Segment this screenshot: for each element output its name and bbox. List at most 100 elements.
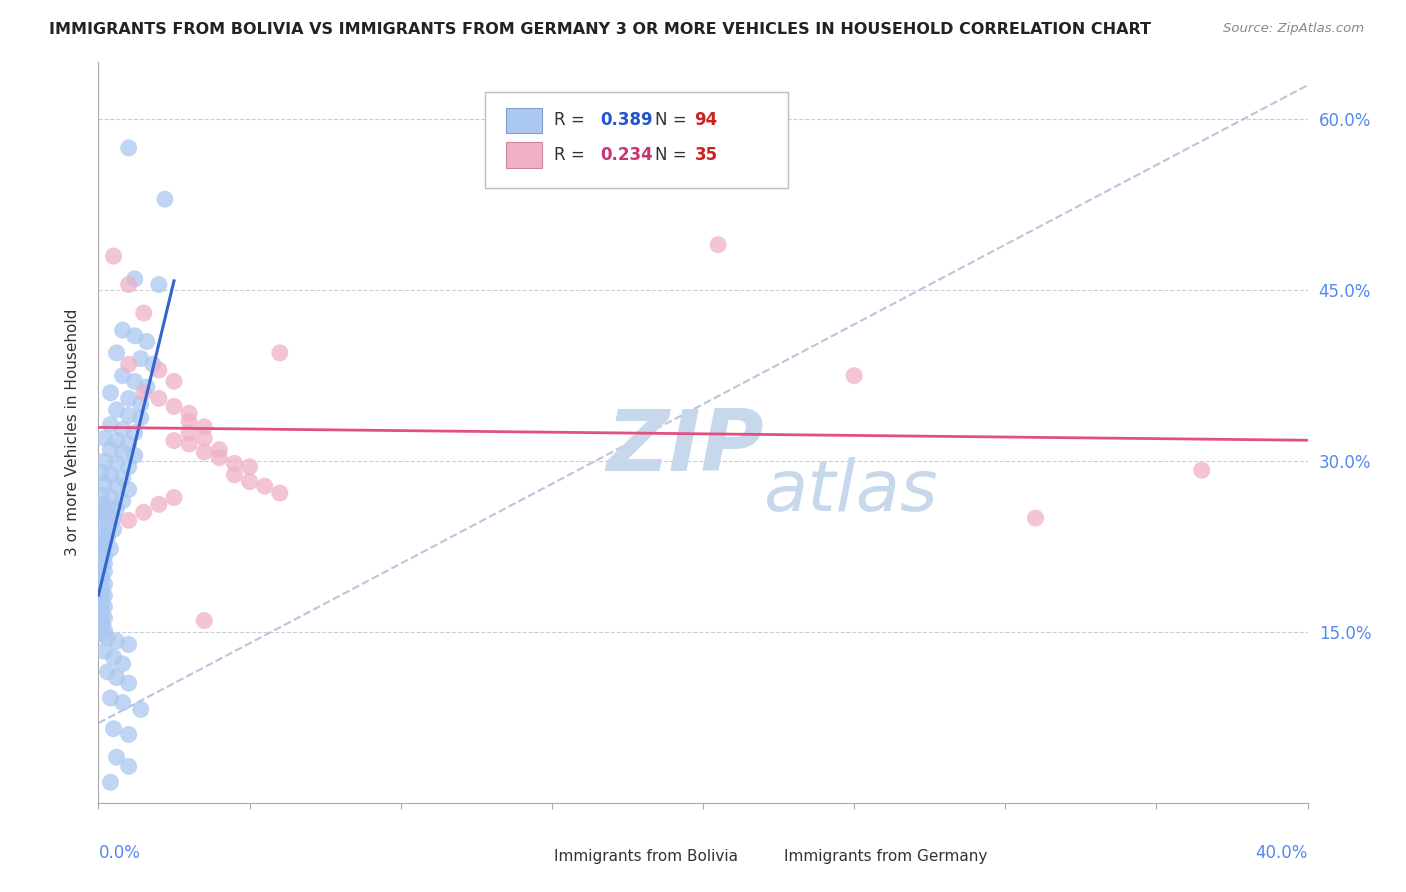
Point bbox=[93, 431, 115, 445]
Point bbox=[118, 437, 141, 451]
Point bbox=[118, 759, 141, 773]
Point bbox=[90, 488, 112, 502]
Point bbox=[253, 479, 276, 493]
Point bbox=[129, 702, 152, 716]
Point bbox=[100, 775, 122, 789]
Point bbox=[96, 508, 118, 523]
Point bbox=[100, 417, 122, 432]
Point bbox=[111, 368, 134, 383]
Bar bbox=[506, 143, 543, 168]
Point bbox=[163, 375, 186, 389]
Point bbox=[118, 459, 141, 474]
Point bbox=[153, 192, 176, 206]
Point bbox=[93, 577, 115, 591]
Point bbox=[100, 541, 122, 556]
Point bbox=[129, 351, 152, 366]
Point bbox=[148, 392, 170, 406]
FancyBboxPatch shape bbox=[485, 92, 787, 188]
Point bbox=[208, 450, 231, 465]
Point bbox=[118, 357, 141, 371]
Point bbox=[111, 471, 134, 485]
Point bbox=[124, 272, 146, 286]
Point bbox=[103, 722, 125, 736]
Point bbox=[105, 402, 128, 417]
Text: 0.234: 0.234 bbox=[600, 146, 652, 164]
Point bbox=[90, 561, 112, 575]
Point bbox=[111, 323, 134, 337]
Text: 0.0%: 0.0% bbox=[98, 844, 141, 862]
Point bbox=[105, 479, 128, 493]
Text: N =: N = bbox=[655, 146, 692, 164]
Point bbox=[105, 634, 128, 648]
Point bbox=[90, 627, 112, 641]
Text: 94: 94 bbox=[695, 112, 718, 129]
Point bbox=[118, 676, 141, 690]
Point bbox=[96, 631, 118, 645]
Point bbox=[118, 277, 141, 292]
Point bbox=[90, 466, 112, 480]
Text: atlas: atlas bbox=[763, 458, 938, 526]
Point bbox=[1191, 463, 1213, 477]
Point bbox=[179, 414, 201, 428]
Point bbox=[90, 615, 112, 629]
Point bbox=[124, 449, 146, 463]
Text: 35: 35 bbox=[695, 146, 717, 164]
Point bbox=[96, 519, 118, 533]
Point bbox=[90, 516, 112, 530]
Point bbox=[239, 475, 262, 489]
Point bbox=[148, 497, 170, 511]
Point bbox=[100, 385, 122, 400]
Text: 40.0%: 40.0% bbox=[1256, 844, 1308, 862]
Text: R =: R = bbox=[554, 112, 591, 129]
Point bbox=[105, 346, 128, 360]
Point bbox=[111, 445, 134, 459]
Point bbox=[93, 454, 115, 468]
Point bbox=[93, 549, 115, 564]
Point bbox=[224, 467, 246, 482]
Point bbox=[129, 410, 152, 425]
Point bbox=[93, 557, 115, 571]
Point bbox=[142, 357, 165, 371]
Point bbox=[96, 530, 118, 544]
Point bbox=[844, 368, 866, 383]
Point bbox=[105, 434, 128, 448]
Point bbox=[193, 431, 215, 445]
Text: Immigrants from Germany: Immigrants from Germany bbox=[785, 849, 987, 864]
Point bbox=[148, 363, 170, 377]
Text: R =: R = bbox=[554, 146, 591, 164]
Point bbox=[118, 638, 141, 652]
Point bbox=[93, 476, 115, 491]
Point bbox=[90, 581, 112, 595]
Point bbox=[100, 491, 122, 505]
Point bbox=[93, 611, 115, 625]
Point bbox=[105, 502, 128, 516]
Point bbox=[239, 459, 262, 474]
Point bbox=[118, 409, 141, 423]
Point bbox=[105, 671, 128, 685]
Point bbox=[135, 380, 157, 394]
Text: ZIP: ZIP bbox=[606, 406, 763, 489]
Point bbox=[93, 623, 115, 637]
Text: Immigrants from Bolivia: Immigrants from Bolivia bbox=[554, 849, 738, 864]
Point bbox=[93, 538, 115, 552]
Point bbox=[93, 644, 115, 658]
Point bbox=[96, 500, 118, 514]
Point bbox=[124, 328, 146, 343]
Point bbox=[707, 237, 730, 252]
Point bbox=[118, 141, 141, 155]
Point bbox=[111, 657, 134, 671]
Point bbox=[208, 442, 231, 457]
Point bbox=[193, 420, 215, 434]
Point bbox=[179, 425, 201, 440]
Point bbox=[118, 483, 141, 497]
Point bbox=[118, 513, 141, 527]
Point bbox=[90, 585, 112, 599]
Point bbox=[124, 375, 146, 389]
Point bbox=[93, 599, 115, 614]
Point bbox=[129, 397, 152, 411]
Point bbox=[90, 619, 112, 633]
Point bbox=[90, 505, 112, 519]
Point bbox=[132, 385, 155, 400]
Point bbox=[90, 591, 112, 606]
Point bbox=[148, 277, 170, 292]
